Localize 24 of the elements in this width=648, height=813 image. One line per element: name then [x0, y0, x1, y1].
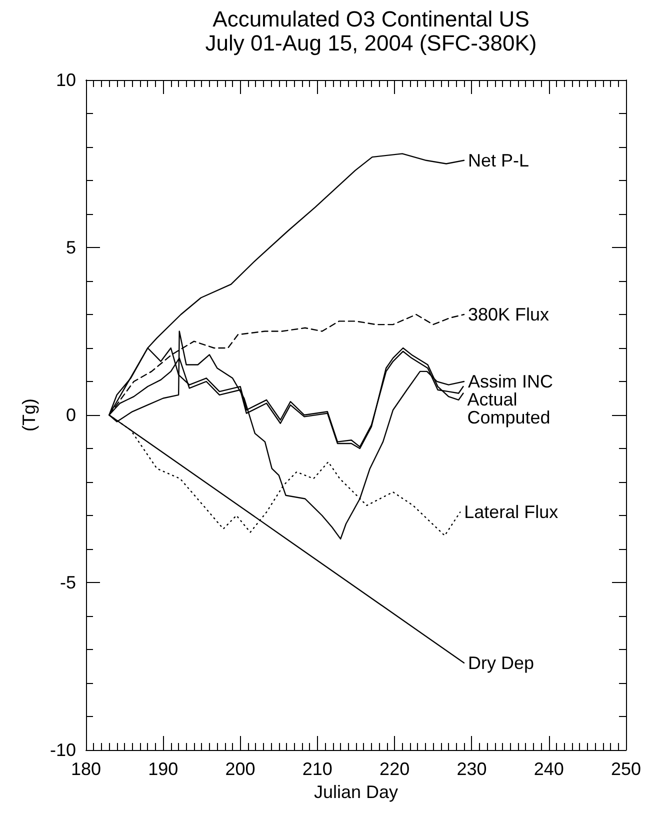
- series-label: Computed: [467, 408, 550, 428]
- y-tick-label: -10: [50, 740, 76, 760]
- y-axis-title: (Tg): [19, 398, 39, 432]
- x-tick-label: 210: [302, 759, 332, 779]
- x-tick-label: 190: [148, 759, 178, 779]
- x-tick-label: 220: [380, 759, 410, 779]
- series-label: Lateral Flux: [464, 502, 558, 522]
- x-tick-label: 200: [225, 759, 256, 779]
- chart-subtitle: July 01-Aug 15, 2004 (SFC-380K): [205, 30, 537, 56]
- series-label: Actual: [467, 390, 518, 410]
- y-tick-label: 0: [66, 405, 76, 425]
- series-label: Dry Dep: [468, 652, 534, 673]
- y-tick-label: 5: [66, 238, 76, 258]
- x-tick-label: 230: [456, 759, 487, 779]
- x-tick-label: 180: [70, 759, 102, 779]
- series-label: Net P-L: [468, 150, 530, 170]
- x-tick-label: 250: [610, 759, 642, 779]
- chart-title: Accumulated O3 Continental US: [212, 6, 530, 32]
- series-label: Assim INC: [468, 372, 553, 392]
- series-label: 380K Flux: [468, 304, 550, 324]
- x-axis-title: Julian Day: [314, 782, 398, 802]
- y-tick-label: 10: [56, 70, 76, 90]
- y-tick-label: -5: [60, 572, 76, 592]
- x-tick-label: 240: [534, 759, 564, 779]
